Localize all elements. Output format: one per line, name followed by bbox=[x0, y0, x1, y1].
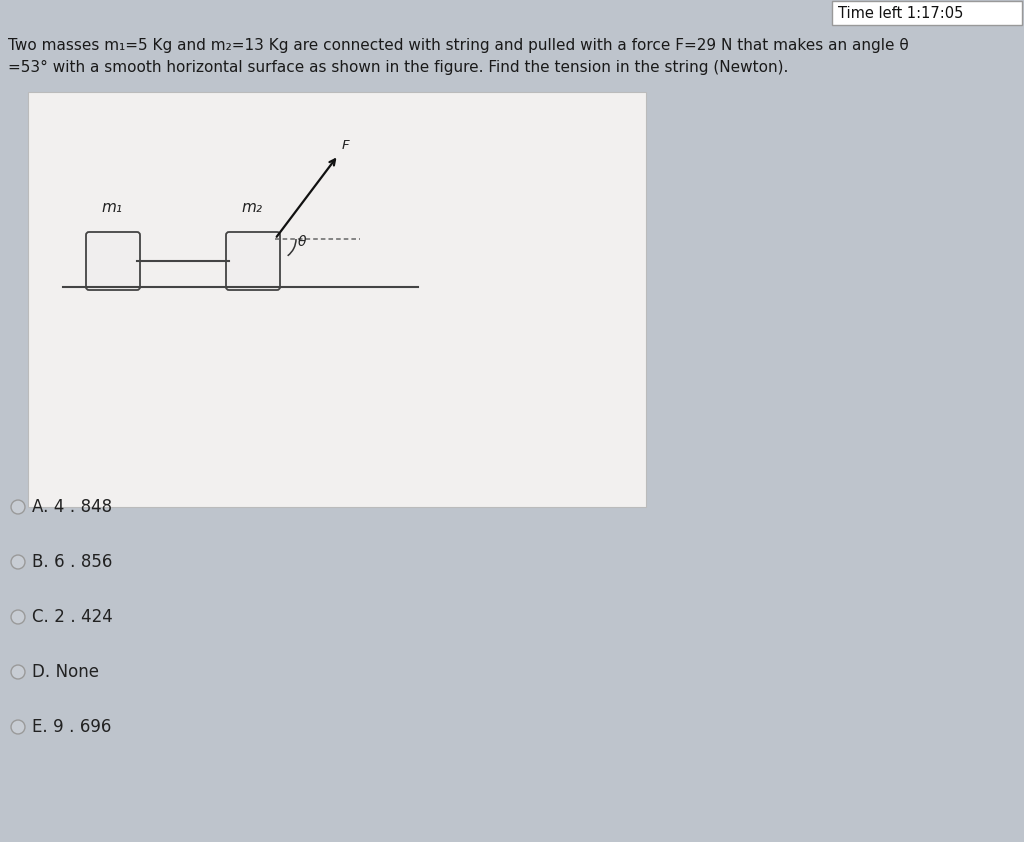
Circle shape bbox=[11, 610, 25, 624]
Text: Time left 1:17:05: Time left 1:17:05 bbox=[838, 6, 964, 20]
Text: B. 6 . 856: B. 6 . 856 bbox=[32, 553, 113, 571]
FancyBboxPatch shape bbox=[226, 232, 280, 290]
Text: =53° with a smooth horizontal surface as shown in the figure. Find the tension i: =53° with a smooth horizontal surface as… bbox=[8, 60, 788, 75]
Circle shape bbox=[11, 555, 25, 569]
Text: Two masses m₁=5 Kg and m₂=13 Kg are connected with string and pulled with a forc: Two masses m₁=5 Kg and m₂=13 Kg are conn… bbox=[8, 38, 908, 53]
Text: C. 2 . 424: C. 2 . 424 bbox=[32, 608, 113, 626]
Text: E. 9 . 696: E. 9 . 696 bbox=[32, 718, 112, 736]
Text: m₂: m₂ bbox=[241, 200, 262, 215]
Text: D. None: D. None bbox=[32, 663, 99, 681]
Circle shape bbox=[11, 500, 25, 514]
Text: m₁: m₁ bbox=[101, 200, 122, 215]
FancyBboxPatch shape bbox=[86, 232, 140, 290]
FancyBboxPatch shape bbox=[831, 1, 1022, 25]
Text: A. 4 . 848: A. 4 . 848 bbox=[32, 498, 112, 516]
Circle shape bbox=[11, 665, 25, 679]
Circle shape bbox=[11, 720, 25, 734]
Text: θ: θ bbox=[298, 235, 306, 249]
Text: F: F bbox=[341, 139, 349, 152]
FancyBboxPatch shape bbox=[28, 92, 646, 507]
